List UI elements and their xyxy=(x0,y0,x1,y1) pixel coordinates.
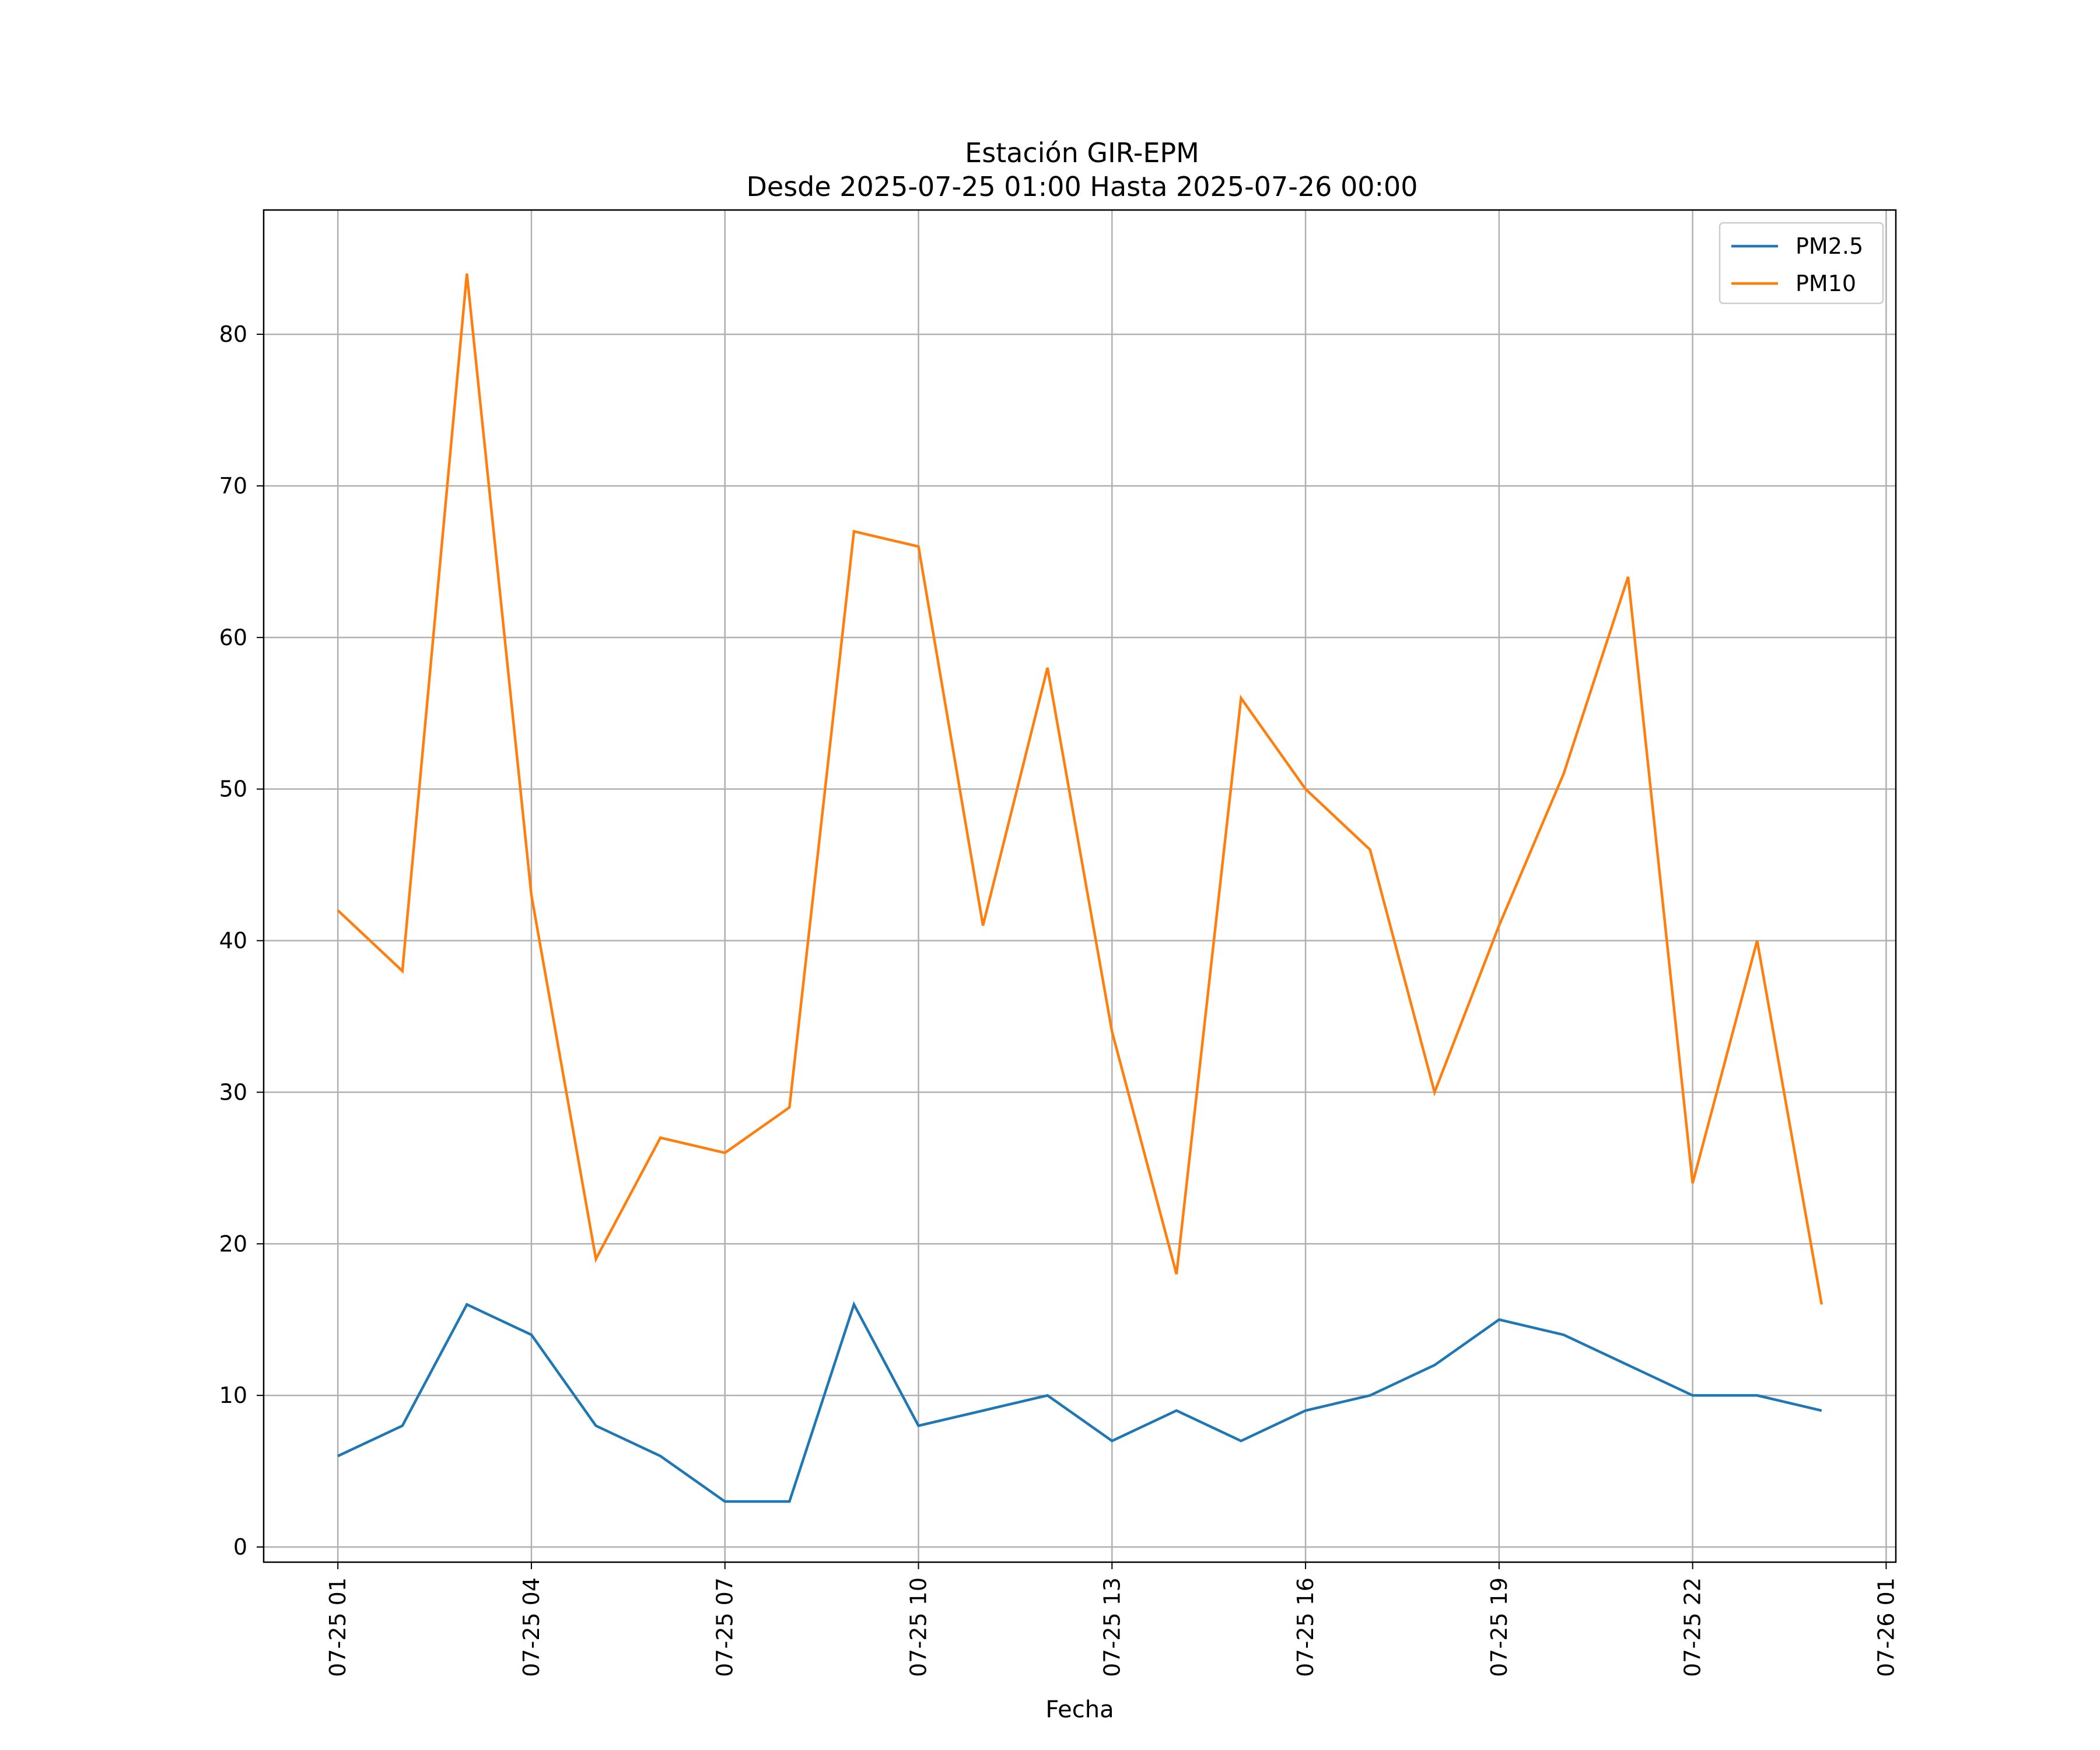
y-tick-label: 10 xyxy=(219,1382,247,1408)
x-tick-label: 07-25 10 xyxy=(906,1577,932,1677)
x-axis-label: Fecha xyxy=(1045,1696,1114,1723)
series-line-pm10 xyxy=(337,273,1824,1305)
y-tick-label: 20 xyxy=(219,1231,247,1256)
y-tick-label: 0 xyxy=(233,1534,247,1560)
y-tick-label: 40 xyxy=(219,928,247,954)
x-tick-label: 07-25 01 xyxy=(325,1577,351,1677)
y-tick-label: 60 xyxy=(219,625,247,650)
chart-subtitle: Desde 2025-07-25 01:00 Hasta 2025-07-26 … xyxy=(746,171,1418,202)
y-tick-label: 30 xyxy=(219,1079,247,1105)
x-tick-label: 07-25 07 xyxy=(712,1577,738,1677)
x-tick-label: 07-25 04 xyxy=(519,1577,544,1677)
series-lines xyxy=(337,273,1824,1503)
x-tick-label: 07-25 16 xyxy=(1293,1577,1318,1677)
x-tick-label: 07-25 13 xyxy=(1099,1577,1125,1677)
y-tick-label: 70 xyxy=(219,473,247,499)
grid xyxy=(264,210,1896,1562)
legend-label: PM2.5 xyxy=(1796,233,1863,259)
y-tick-label: 80 xyxy=(219,321,247,347)
x-tick-label: 07-26 01 xyxy=(1873,1577,1899,1677)
y-tick-label: 50 xyxy=(219,776,247,802)
axis-ticks: 07-25 01 07-25 04 07-25 07 07-25 10 07-25 13… xyxy=(219,321,1899,1677)
legend-label: PM10 xyxy=(1796,271,1856,296)
legend: PM2.5 PM10 xyxy=(1718,222,1884,304)
plot-frame xyxy=(262,209,1897,1563)
x-tick-label: 07-25 19 xyxy=(1486,1577,1512,1677)
chart-title: Estación GIR-EPM xyxy=(965,137,1199,169)
series-line-pm2-5 xyxy=(337,1301,1822,1503)
x-tick-label: 07-25 22 xyxy=(1680,1577,1706,1677)
